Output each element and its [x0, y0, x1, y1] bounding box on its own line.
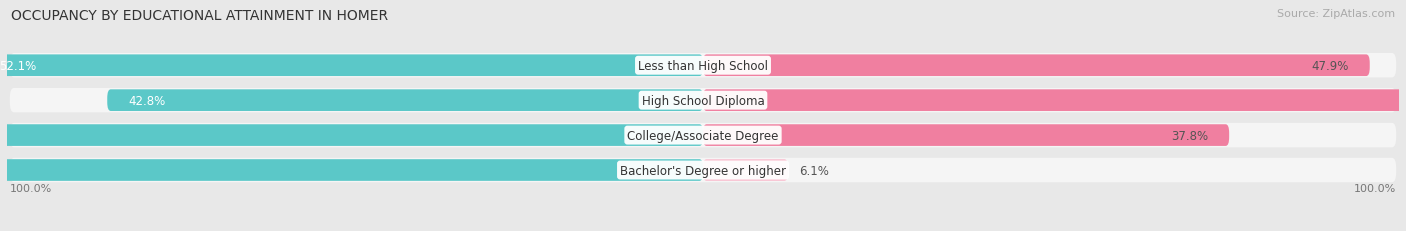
Text: Bachelor's Degree or higher: Bachelor's Degree or higher [620, 164, 786, 177]
Text: 6.1%: 6.1% [799, 164, 830, 177]
FancyBboxPatch shape [703, 55, 1369, 77]
FancyBboxPatch shape [10, 88, 1396, 113]
Text: High School Diploma: High School Diploma [641, 94, 765, 107]
FancyBboxPatch shape [10, 158, 1396, 182]
Text: Source: ZipAtlas.com: Source: ZipAtlas.com [1277, 9, 1395, 19]
FancyBboxPatch shape [703, 159, 787, 181]
Text: College/Associate Degree: College/Associate Degree [627, 129, 779, 142]
FancyBboxPatch shape [0, 125, 703, 146]
FancyBboxPatch shape [0, 55, 703, 77]
Text: 37.8%: 37.8% [1171, 129, 1208, 142]
Text: Less than High School: Less than High School [638, 59, 768, 72]
FancyBboxPatch shape [0, 159, 703, 181]
Text: 100.0%: 100.0% [10, 183, 52, 193]
FancyBboxPatch shape [703, 90, 1406, 112]
Text: 47.9%: 47.9% [1312, 59, 1348, 72]
Text: 52.1%: 52.1% [0, 59, 37, 72]
FancyBboxPatch shape [703, 125, 1229, 146]
FancyBboxPatch shape [10, 54, 1396, 78]
FancyBboxPatch shape [10, 123, 1396, 148]
Text: 42.8%: 42.8% [128, 94, 166, 107]
FancyBboxPatch shape [107, 90, 703, 112]
Text: 100.0%: 100.0% [1354, 183, 1396, 193]
Text: OCCUPANCY BY EDUCATIONAL ATTAINMENT IN HOMER: OCCUPANCY BY EDUCATIONAL ATTAINMENT IN H… [11, 9, 388, 23]
